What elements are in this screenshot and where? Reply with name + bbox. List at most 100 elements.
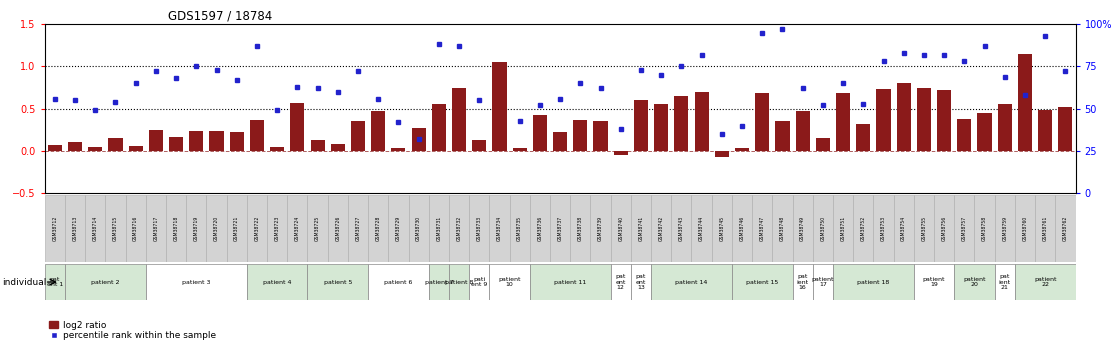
Bar — [432, 105, 446, 151]
FancyBboxPatch shape — [45, 195, 65, 262]
FancyBboxPatch shape — [913, 264, 955, 300]
FancyBboxPatch shape — [692, 195, 712, 262]
Text: GSM38722: GSM38722 — [255, 216, 259, 241]
FancyBboxPatch shape — [65, 264, 145, 300]
FancyBboxPatch shape — [610, 195, 631, 262]
Text: GSM38730: GSM38730 — [416, 216, 421, 241]
Text: GSM38732: GSM38732 — [456, 216, 462, 241]
FancyBboxPatch shape — [227, 195, 247, 262]
FancyBboxPatch shape — [490, 264, 530, 300]
FancyBboxPatch shape — [530, 195, 550, 262]
Bar — [977, 113, 992, 151]
FancyBboxPatch shape — [732, 195, 752, 262]
FancyBboxPatch shape — [813, 264, 833, 300]
Text: GSM38762: GSM38762 — [1063, 216, 1068, 241]
Text: GSM38713: GSM38713 — [73, 216, 77, 241]
FancyBboxPatch shape — [247, 195, 267, 262]
Text: pat
ient
21: pat ient 21 — [998, 274, 1011, 290]
Text: GSM38723: GSM38723 — [275, 216, 280, 241]
FancyBboxPatch shape — [631, 264, 651, 300]
Text: patient 3: patient 3 — [182, 279, 210, 285]
Text: GSM38716: GSM38716 — [133, 216, 139, 241]
Bar — [472, 140, 486, 151]
Text: GSM38758: GSM38758 — [982, 216, 987, 241]
Bar — [68, 142, 82, 151]
Text: patient 11: patient 11 — [555, 279, 586, 285]
Text: GSM38761: GSM38761 — [1043, 216, 1048, 241]
Text: GSM38715: GSM38715 — [113, 216, 119, 241]
Text: GSM38737: GSM38737 — [558, 216, 562, 241]
Text: GSM38720: GSM38720 — [214, 216, 219, 241]
Bar — [836, 93, 850, 151]
Text: patient 6: patient 6 — [385, 279, 413, 285]
Text: GSM38734: GSM38734 — [498, 216, 502, 241]
FancyBboxPatch shape — [65, 195, 85, 262]
Text: GSM38721: GSM38721 — [235, 216, 239, 241]
Text: GSM38750: GSM38750 — [821, 216, 825, 241]
Text: pat
ent
12: pat ent 12 — [616, 274, 626, 290]
FancyBboxPatch shape — [307, 264, 368, 300]
FancyBboxPatch shape — [307, 195, 328, 262]
Bar — [957, 119, 972, 151]
FancyBboxPatch shape — [449, 264, 470, 300]
Text: GSM38742: GSM38742 — [659, 216, 664, 241]
FancyBboxPatch shape — [449, 195, 470, 262]
FancyBboxPatch shape — [267, 195, 287, 262]
Text: GSM38726: GSM38726 — [335, 216, 340, 241]
Bar — [452, 88, 466, 151]
FancyBboxPatch shape — [470, 195, 490, 262]
Text: GSM38724: GSM38724 — [295, 216, 300, 241]
FancyBboxPatch shape — [934, 195, 955, 262]
Legend: log2 ratio, percentile rank within the sample: log2 ratio, percentile rank within the s… — [49, 321, 216, 341]
FancyBboxPatch shape — [85, 195, 105, 262]
Text: patient 4: patient 4 — [263, 279, 292, 285]
Text: GSM38729: GSM38729 — [396, 216, 401, 241]
FancyBboxPatch shape — [145, 264, 247, 300]
Bar — [674, 96, 689, 151]
FancyBboxPatch shape — [955, 264, 995, 300]
Text: GSM38733: GSM38733 — [476, 216, 482, 241]
Text: GSM38756: GSM38756 — [941, 216, 947, 241]
Text: GSM38727: GSM38727 — [356, 216, 360, 241]
FancyBboxPatch shape — [165, 195, 187, 262]
FancyBboxPatch shape — [368, 264, 428, 300]
Text: patient
20: patient 20 — [964, 277, 986, 287]
Text: pat
ient
16: pat ient 16 — [797, 274, 808, 290]
Text: GSM38749: GSM38749 — [800, 216, 805, 241]
FancyBboxPatch shape — [712, 195, 732, 262]
FancyBboxPatch shape — [610, 264, 631, 300]
Text: GSM38725: GSM38725 — [315, 216, 320, 241]
FancyBboxPatch shape — [125, 195, 145, 262]
FancyBboxPatch shape — [853, 195, 873, 262]
Bar — [654, 105, 669, 151]
FancyBboxPatch shape — [590, 195, 610, 262]
FancyBboxPatch shape — [470, 264, 490, 300]
Text: patient 18: patient 18 — [858, 279, 890, 285]
Text: pati
ent 9: pati ent 9 — [471, 277, 487, 287]
Text: GSM38759: GSM38759 — [1002, 216, 1007, 241]
FancyBboxPatch shape — [913, 195, 934, 262]
FancyBboxPatch shape — [105, 195, 125, 262]
Bar — [249, 120, 264, 151]
Text: GSM38741: GSM38741 — [638, 216, 644, 241]
FancyBboxPatch shape — [510, 195, 530, 262]
Text: patient 5: patient 5 — [323, 279, 352, 285]
Bar — [594, 120, 607, 151]
FancyBboxPatch shape — [833, 195, 853, 262]
Bar — [1039, 110, 1052, 151]
Text: patient 7: patient 7 — [425, 279, 453, 285]
Bar — [917, 88, 931, 151]
Bar — [614, 151, 628, 155]
Bar — [108, 138, 123, 151]
Bar — [229, 132, 244, 151]
Bar — [897, 83, 911, 151]
Bar — [371, 111, 386, 151]
Text: individual: individual — [2, 277, 47, 287]
Text: GSM38757: GSM38757 — [961, 216, 967, 241]
FancyBboxPatch shape — [247, 264, 307, 300]
FancyBboxPatch shape — [328, 195, 348, 262]
Bar — [796, 111, 809, 151]
Text: pat
ent
13: pat ent 13 — [636, 274, 646, 290]
Text: GSM38747: GSM38747 — [760, 216, 765, 241]
Bar — [411, 128, 426, 151]
